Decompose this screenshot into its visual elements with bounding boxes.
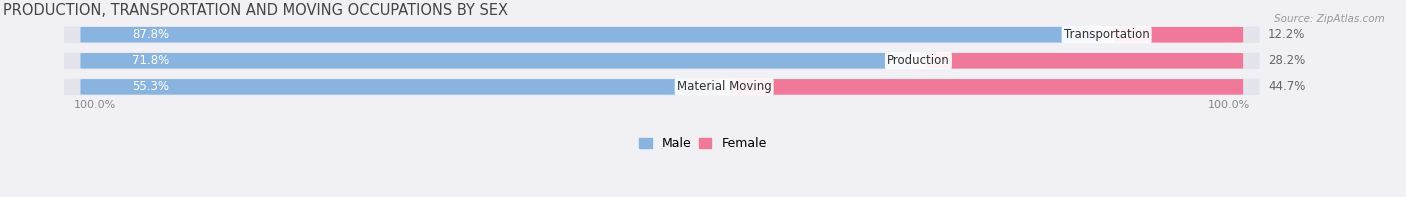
FancyBboxPatch shape bbox=[1114, 27, 1243, 43]
FancyBboxPatch shape bbox=[65, 53, 1260, 69]
FancyBboxPatch shape bbox=[80, 53, 911, 69]
FancyBboxPatch shape bbox=[80, 79, 717, 95]
Text: 55.3%: 55.3% bbox=[132, 80, 169, 93]
Text: Source: ZipAtlas.com: Source: ZipAtlas.com bbox=[1274, 14, 1385, 24]
FancyBboxPatch shape bbox=[731, 79, 1243, 95]
FancyBboxPatch shape bbox=[80, 27, 1099, 43]
Text: 12.2%: 12.2% bbox=[1268, 28, 1305, 41]
FancyBboxPatch shape bbox=[925, 53, 1243, 69]
Text: 28.2%: 28.2% bbox=[1268, 54, 1305, 67]
FancyBboxPatch shape bbox=[65, 79, 1260, 95]
Text: Transportation: Transportation bbox=[1064, 28, 1150, 41]
Text: Material Moving: Material Moving bbox=[676, 80, 772, 93]
Text: 100.0%: 100.0% bbox=[1208, 100, 1250, 110]
Text: 87.8%: 87.8% bbox=[132, 28, 169, 41]
FancyBboxPatch shape bbox=[65, 26, 1260, 43]
Text: 100.0%: 100.0% bbox=[73, 100, 115, 110]
Legend: Male, Female: Male, Female bbox=[634, 132, 772, 155]
Text: 44.7%: 44.7% bbox=[1268, 80, 1305, 93]
Text: PRODUCTION, TRANSPORTATION AND MOVING OCCUPATIONS BY SEX: PRODUCTION, TRANSPORTATION AND MOVING OC… bbox=[3, 3, 508, 18]
Text: Production: Production bbox=[887, 54, 949, 67]
Text: 71.8%: 71.8% bbox=[132, 54, 170, 67]
